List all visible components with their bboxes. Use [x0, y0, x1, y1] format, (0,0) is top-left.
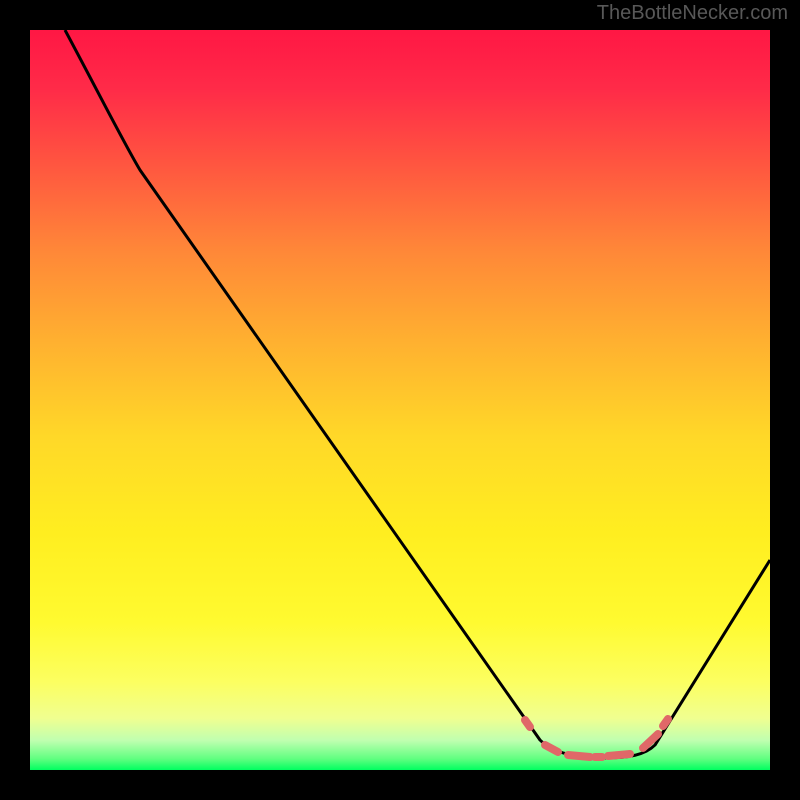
curve-overlay: [30, 30, 770, 770]
bottleneck-chart: [30, 30, 770, 770]
attribution-text: TheBottleNecker.com: [597, 2, 788, 25]
marker-segment: [568, 755, 590, 757]
marker-segment: [663, 719, 668, 726]
marker-segment: [608, 754, 630, 756]
bottleneck-curve-line: [65, 30, 770, 758]
marker-segment: [525, 720, 530, 727]
marker-segment: [545, 745, 558, 752]
